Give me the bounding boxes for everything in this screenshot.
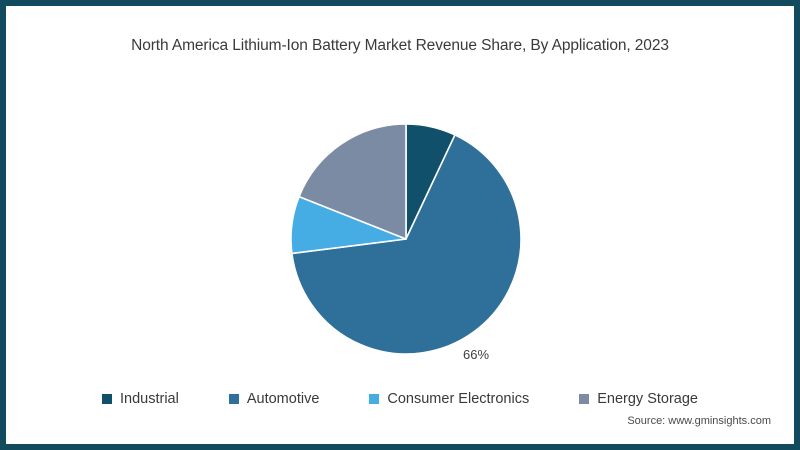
pie-chart-svg [290,123,522,355]
legend-swatch-icon [228,394,239,404]
source-note: Source: www.gminsights.com [627,415,771,427]
legend-item-label: Automotive [246,391,320,407]
legend-swatch-icon [579,394,590,404]
legend-item-label: Consumer Electronics [387,391,530,407]
legend-item-energy-storage[interactable]: Energy Storage [579,391,698,407]
legend-item-label: Industrial [120,391,179,407]
legend-item-label: Energy Storage [597,391,698,407]
legend-swatch-icon [369,394,380,404]
legend-item-automotive[interactable]: Automotive [228,391,320,407]
pie-chart [288,121,524,357]
pie-slice-value-label: 66% [463,347,490,362]
chart-inner-frame: North America Lithium-Ion Battery Market… [10,10,790,440]
legend-item-industrial[interactable]: Industrial [102,391,179,407]
legend-item-consumer-electronics[interactable]: Consumer Electronics [369,391,529,407]
pie-slice[interactable] [298,123,407,240]
pie-slice-group [290,123,522,355]
legend-swatch-icon [102,394,112,404]
pie-slice[interactable] [291,134,522,355]
chart-legend: Industrial Automotive Consumer Electroni… [11,391,789,407]
chart-title: North America Lithium-Ion Battery Market… [131,37,669,54]
